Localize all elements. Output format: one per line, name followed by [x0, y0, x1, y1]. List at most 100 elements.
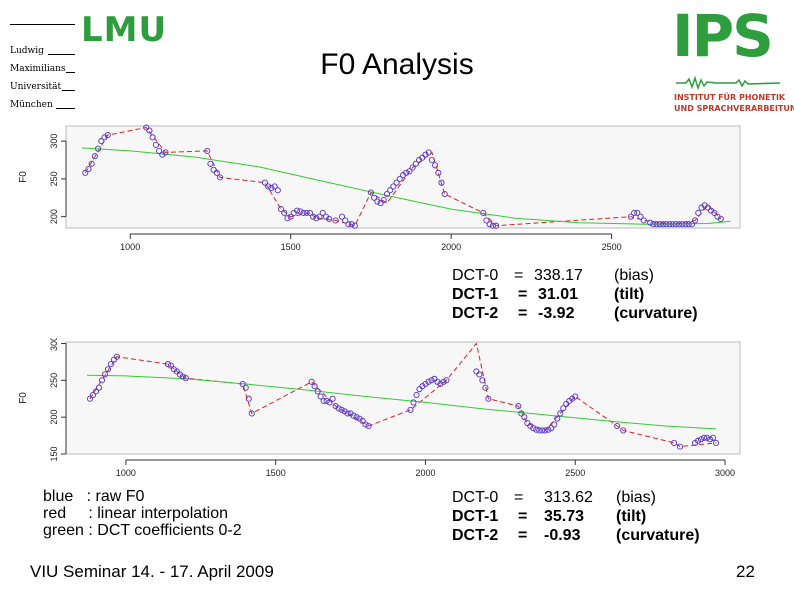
raw-f0-point: [390, 183, 397, 190]
legend-sep: :: [73, 488, 96, 505]
raw-f0-point: [85, 166, 92, 173]
legend-sep: :: [66, 505, 98, 522]
raw-f0-point: [91, 153, 98, 160]
raw-f0-point: [692, 217, 699, 224]
raw-f0-point: [319, 209, 326, 216]
raw-f0-point: [666, 221, 673, 228]
raw-f0-point: [98, 377, 105, 384]
raw-f0-point: [104, 132, 111, 139]
raw-f0-point: [303, 209, 310, 216]
raw-f0-point: [669, 221, 676, 228]
raw-f0-point: [313, 215, 320, 222]
footer-text: VIU Seminar 14. - 17. April 2009: [30, 562, 274, 581]
raw-f0-point: [82, 169, 89, 176]
page-number: 22: [736, 562, 755, 581]
raw-f0-point: [396, 175, 403, 182]
f0-chart-2: 150 200 250 300 F0 1000 1500 2000 2500 3000: [18, 338, 741, 478]
y-axis-label: F0: [18, 392, 29, 404]
raw-f0-point: [663, 221, 670, 228]
x-tick-label: 3000: [715, 468, 735, 478]
raw-f0-point: [614, 422, 621, 430]
x-tick-label: 2500: [602, 242, 622, 252]
raw-f0-point: [407, 406, 414, 413]
raw-f0-point: [554, 415, 561, 422]
raw-f0-point: [242, 384, 249, 391]
x-tick-label: 2000: [415, 468, 435, 478]
stat-name: DCT-1: [452, 286, 499, 303]
raw-f0-point: [316, 213, 323, 220]
raw-f0-point: [320, 397, 327, 404]
x-tick-label: 2000: [441, 242, 461, 252]
raw-f0-point: [277, 206, 285, 213]
ips-line-2: UND SPRACHVERARBEITUNG: [674, 104, 794, 113]
stat-name: DCT-1: [452, 508, 499, 525]
raw-f0-point: [548, 425, 555, 432]
stat-value: 31.01: [538, 286, 579, 303]
raw-f0-point: [701, 434, 708, 441]
raw-f0-point: [326, 215, 333, 222]
lmu-mark: LMU: [81, 10, 168, 50]
raw-f0-point: [387, 187, 394, 194]
raw-f0-point: [521, 414, 528, 421]
raw-f0-point: [95, 145, 102, 152]
stat-eq: =: [518, 305, 528, 322]
raw-f0-point: [536, 427, 543, 434]
raw-f0-point: [698, 436, 705, 443]
stat-row: DCT-2 = -0.93 (curvature): [452, 526, 700, 545]
y-tick-label: 250: [49, 373, 59, 388]
raw-f0-point: [287, 213, 294, 220]
stat-row: DCT-1 = 31.01 (tilt): [452, 285, 698, 304]
x-tick-label: 1500: [266, 468, 286, 478]
raw-f0-point: [709, 434, 717, 441]
raw-f0-point: [353, 414, 360, 421]
raw-f0-point: [647, 219, 654, 226]
lmu-word-3: Universität: [10, 82, 62, 92]
ips-mark: IPS: [672, 2, 774, 70]
raw-f0-point: [440, 378, 447, 385]
raw-f0-point: [482, 384, 489, 391]
raw-f0-point: [380, 196, 387, 204]
raw-f0-point: [149, 134, 156, 141]
raw-f0-point: [326, 399, 333, 406]
stat-note: (tilt): [614, 286, 645, 303]
legend-key: blue: [43, 488, 74, 505]
raw-f0-point: [545, 426, 552, 433]
raw-f0-point: [435, 169, 442, 176]
stat-value: -0.93: [544, 527, 581, 544]
raw-f0-point: [688, 221, 695, 228]
raw-f0-point: [656, 221, 663, 228]
raw-f0-point: [284, 215, 291, 222]
logo-rule: [48, 54, 75, 55]
raw-f0-point: [88, 160, 95, 167]
raw-f0-point: [311, 383, 318, 390]
raw-f0-point: [695, 437, 702, 444]
x-tick-label: 2500: [565, 468, 585, 478]
legend-item-red: red : linear interpolation: [43, 505, 242, 522]
logo-rule: [10, 24, 75, 25]
raw-f0-point: [557, 410, 564, 417]
raw-f0-point: [338, 213, 346, 220]
raw-f0-point: [406, 168, 413, 175]
page-title: F0 Analysis: [320, 48, 474, 81]
legend-item-blue: blue : raw F0: [43, 488, 242, 505]
raw-f0-point: [143, 124, 150, 131]
x-tick-label: 1500: [281, 242, 301, 252]
stat-row: DCT-2 = -3.92 (curvature): [452, 304, 698, 323]
raw-f0-point: [98, 138, 105, 145]
stat-value: 313.62: [544, 489, 593, 506]
raw-f0-point: [274, 187, 281, 194]
raw-f0-point: [101, 371, 108, 378]
stat-note: (tilt): [616, 508, 647, 525]
raw-f0-point: [182, 375, 189, 382]
raw-f0-point: [344, 410, 351, 417]
raw-f0-point: [479, 377, 486, 384]
stat-name: DCT-2: [452, 527, 499, 544]
raw-f0-point: [409, 164, 416, 171]
raw-f0-point: [362, 421, 369, 428]
raw-f0-point: [332, 217, 339, 224]
raw-f0-point: [104, 366, 111, 373]
stat-eq: =: [518, 508, 528, 525]
raw-f0-point: [367, 189, 374, 196]
stat-note: (curvature): [614, 305, 698, 322]
raw-f0-point: [152, 141, 159, 148]
